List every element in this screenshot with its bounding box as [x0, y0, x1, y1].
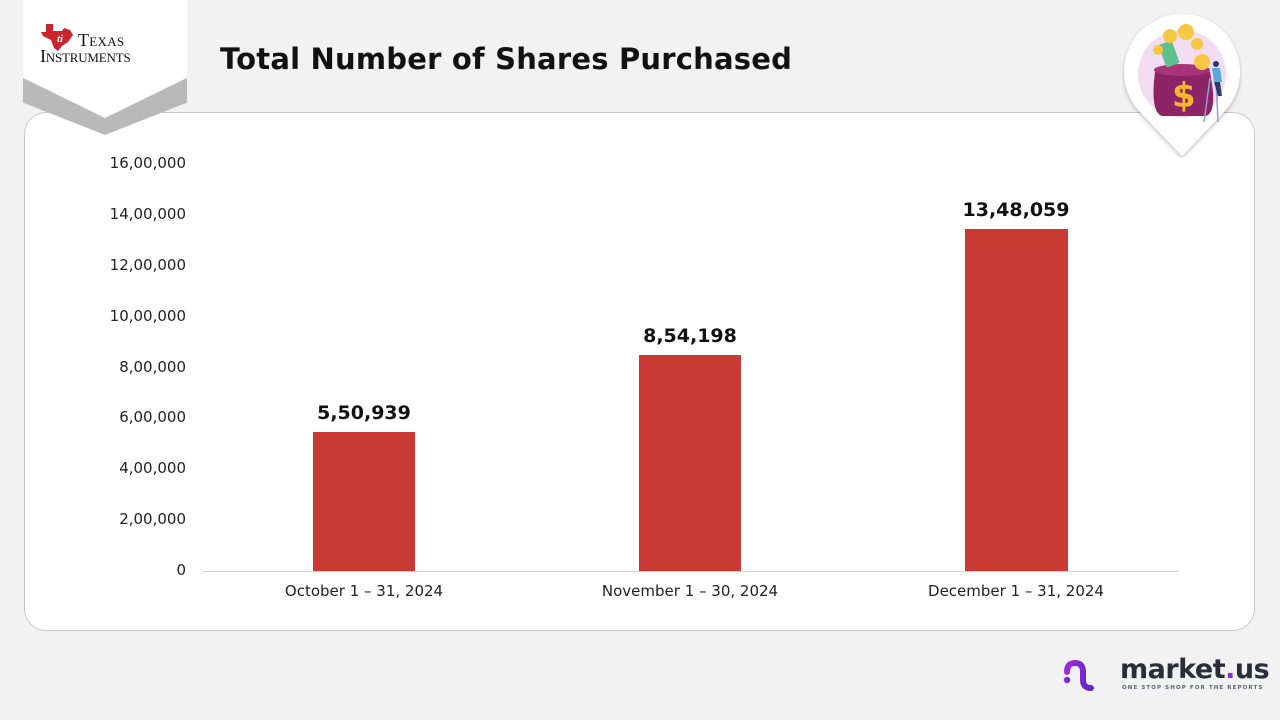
bar-value-label: 5,50,939	[317, 402, 411, 424]
page-title: Total Number of Shares Purchased	[220, 42, 793, 76]
y-tick-label: 12,00,000	[109, 256, 186, 274]
money-bag-icon: $	[1124, 13, 1240, 156]
y-tick-label: 14,00,000	[109, 205, 186, 223]
bar-december[interactable]	[965, 229, 1068, 571]
bar-value-label: 13,48,059	[962, 199, 1070, 221]
svg-text:$: $	[1172, 76, 1196, 116]
bar-value-label: 8,54,198	[643, 325, 737, 347]
bar-october[interactable]	[313, 432, 415, 571]
y-tick-label: 16,00,000	[109, 154, 186, 172]
x-axis-line	[202, 571, 1179, 572]
y-tick-label: 2,00,000	[119, 510, 186, 528]
x-category-label: October 1 – 31, 2024	[284, 582, 444, 600]
y-tick-label: 8,00,000	[119, 358, 186, 376]
logo-line-2: Instruments	[40, 46, 131, 66]
logo-line-1: Texas	[78, 30, 125, 50]
y-tick-label: 10,00,000	[109, 307, 186, 325]
y-tick-label: 6,00,000	[119, 408, 186, 426]
texas-instruments-logo: ti Texas Instruments	[40, 22, 180, 72]
x-category-label: November 1 – 30, 2024	[601, 582, 779, 600]
market-us-logo: market.us ONE STOP SHOP FOR THE REPORTS	[1062, 654, 1270, 694]
company-logo-badge: ti Texas Instruments	[23, 0, 187, 135]
x-category-label: December 1 – 31, 2024	[928, 582, 1104, 600]
brand-tagline: ONE STOP SHOP FOR THE REPORTS	[1122, 685, 1264, 691]
bar-november[interactable]	[639, 355, 741, 571]
brand-name: market.us	[1120, 654, 1270, 685]
market-us-logo-icon	[1063, 659, 1110, 691]
y-tick-label: 0	[176, 561, 186, 579]
y-tick-label: 4,00,000	[119, 459, 186, 477]
texas-state-ti-icon: ti	[41, 24, 73, 51]
svg-text:ti: ti	[57, 33, 64, 45]
